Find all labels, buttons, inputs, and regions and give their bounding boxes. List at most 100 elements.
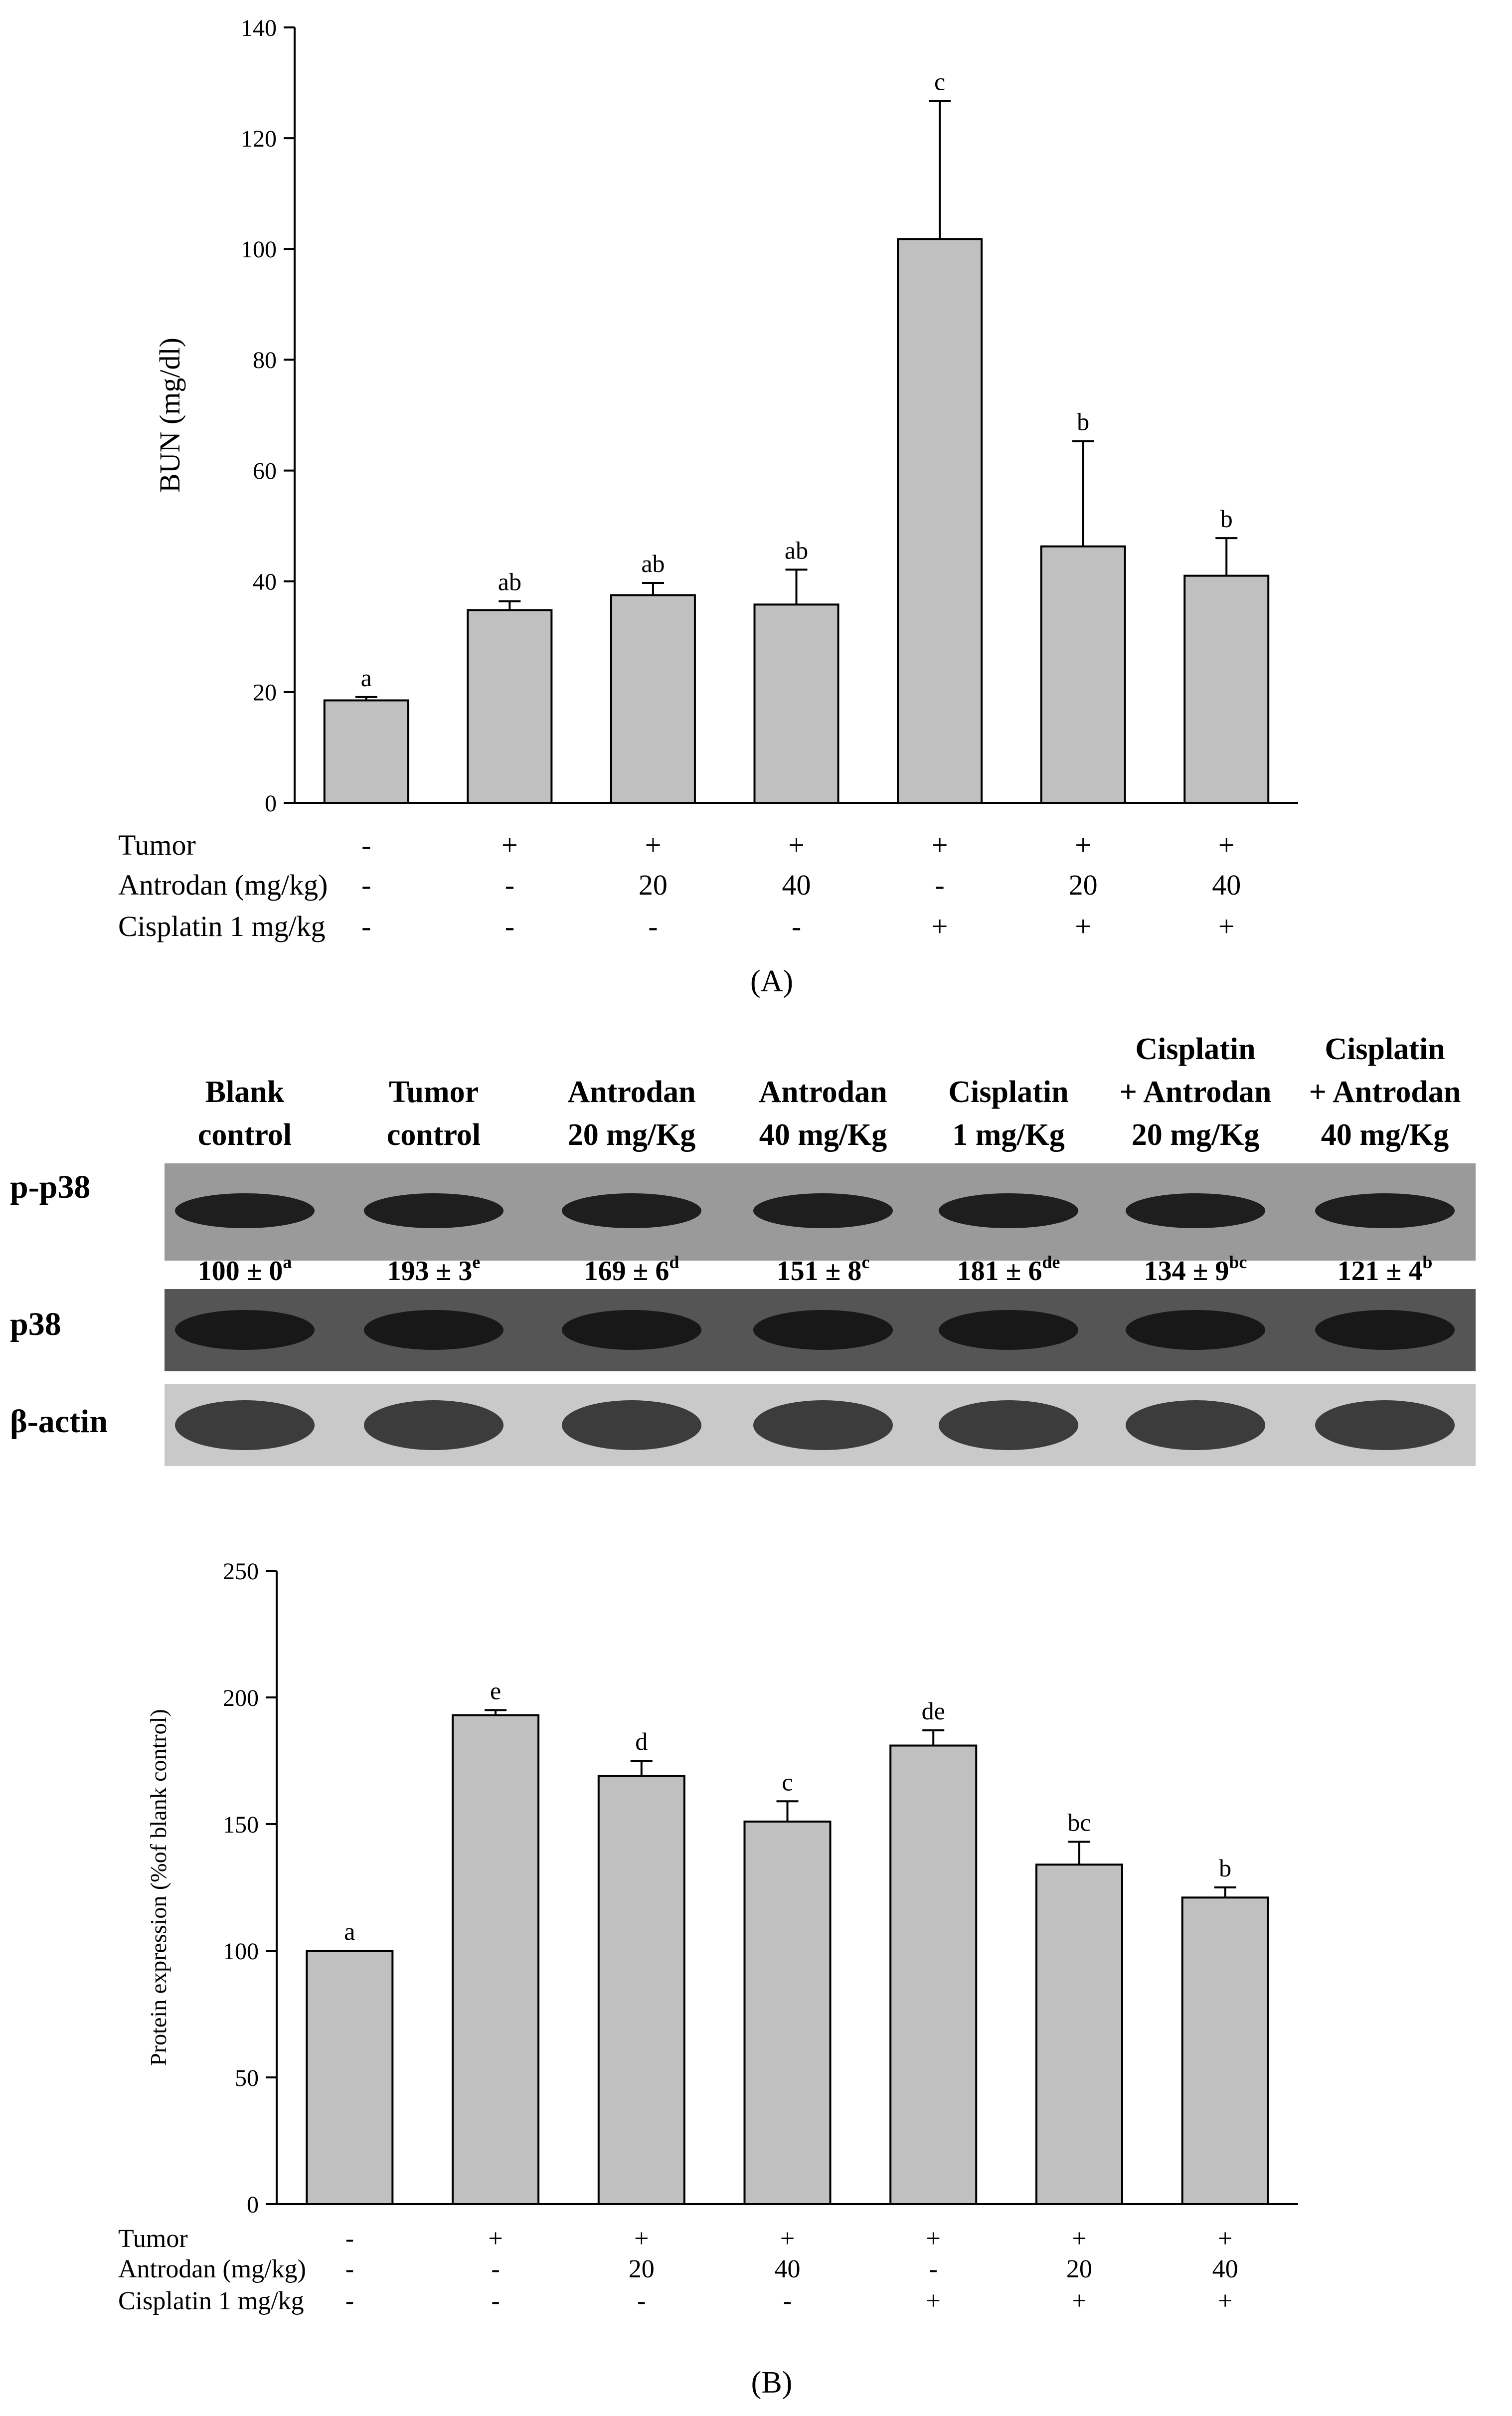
treatment-value: - (935, 869, 944, 901)
panel-label: (B) (751, 2366, 793, 2400)
blot-band (939, 1193, 1078, 1228)
quantification-superscript: d (669, 1252, 679, 1272)
treatment-value: - (648, 910, 658, 942)
y-axis-label: Protein expression (%of blank control) (146, 1709, 171, 2065)
quantification-superscript: a (283, 1252, 292, 1272)
y-tick-label: 250 (223, 1558, 259, 1585)
treatment-value: - (637, 2287, 646, 2315)
blot-band (753, 1400, 893, 1450)
y-tick-label: 0 (247, 2192, 259, 2218)
western-blot: Blank control Tumor control Antrodan 20 mg/Kg… (10, 1032, 1476, 1466)
quantification-number: 169 ± 6 (584, 1256, 670, 1287)
panel-label: (A) (750, 964, 793, 998)
treatment-value: + (932, 829, 948, 861)
quantification-number: 100 ± 0 (198, 1256, 283, 1287)
treatment-value: + (1218, 2287, 1232, 2315)
y-tick-label: 20 (253, 680, 277, 706)
bar (1040, 545, 1126, 804)
quantification-number: 193 ± 3 (387, 1256, 473, 1287)
bar (610, 594, 696, 804)
bar (1183, 574, 1270, 804)
treatment-value: + (926, 2287, 941, 2315)
quantification-superscript: c (861, 1252, 869, 1272)
lane-header: 40 mg/Kg (759, 1118, 887, 1152)
blot-row-label: β-actin (10, 1403, 108, 1440)
significance-letter: c (934, 68, 945, 96)
quantification-superscript: e (472, 1252, 480, 1272)
blot-band (562, 1310, 701, 1350)
significance-letter: ab (641, 550, 665, 577)
significance-letter: b (1219, 1854, 1231, 1882)
treatment-value: + (780, 2225, 795, 2253)
blot-band (562, 1193, 701, 1228)
lane-header: 20 mg/Kg (568, 1118, 696, 1152)
lane-header: 40 mg/Kg (1321, 1118, 1449, 1152)
treatment-value: + (1072, 2225, 1086, 2253)
blot-band (364, 1193, 504, 1228)
treatment-value: 40 (782, 869, 811, 901)
y-tick-label: 60 (253, 458, 277, 484)
quantification-value: 181 ± 6de (957, 1252, 1060, 1287)
treatment-value: 40 (775, 2255, 801, 2283)
blot-band (753, 1193, 893, 1228)
significance-letter: a (344, 1917, 355, 1945)
treatment-value: + (502, 829, 518, 861)
y-tick-label: 140 (241, 15, 277, 41)
blot-band (175, 1310, 315, 1350)
bar (743, 1820, 832, 2205)
y-tick-label: 120 (241, 126, 277, 152)
treatment-value: 20 (629, 2255, 655, 2283)
treatment-value: - (361, 910, 371, 942)
lane-header: + Antrodan (1120, 1075, 1272, 1109)
y-tick-label: 80 (253, 347, 277, 373)
blot-row-label: p38 (10, 1306, 61, 1342)
lane-header: Tumor (389, 1075, 479, 1109)
lane-header: control (387, 1118, 481, 1152)
chart-b: 0 50 100 150 200 250 Protein expression (%of b… (118, 1558, 1298, 2400)
lane-header: + Antrodan (1309, 1075, 1461, 1109)
treatment-value: - (491, 2255, 500, 2283)
blot-band (1126, 1400, 1265, 1450)
blot-band (364, 1310, 504, 1350)
bar (1181, 1896, 1269, 2206)
quantification-superscript: bc (1229, 1252, 1247, 1272)
quantification-number: 151 ± 8 (777, 1256, 862, 1287)
quantification-superscript: de (1042, 1252, 1060, 1272)
significance-letter: a (361, 664, 372, 692)
blot-band (753, 1310, 893, 1350)
bar (597, 1775, 685, 2205)
bar (1035, 1863, 1123, 2205)
lane-header: Cisplatin (1135, 1032, 1255, 1066)
quantification-number: 121 ± 4 (1338, 1256, 1423, 1287)
lane-header: 1 mg/Kg (952, 1118, 1065, 1152)
treatment-value: - (783, 2287, 792, 2315)
treatment-value: + (932, 910, 948, 942)
y-tick-label: 40 (253, 569, 277, 595)
treatment-value: 40 (1212, 2255, 1238, 2283)
quantification-value: 151 ± 8c (777, 1252, 870, 1287)
treatment-value: + (1075, 829, 1091, 861)
significance-letter: b (1077, 408, 1089, 436)
bar (306, 1950, 394, 2205)
significance-letter: ab (785, 536, 808, 564)
blot-band (175, 1400, 315, 1450)
treatment-value: 40 (1212, 869, 1241, 901)
treatment-value: + (1075, 910, 1091, 942)
treatment-value: 20 (639, 869, 668, 901)
treatment-value: + (926, 2225, 941, 2253)
blot-band (562, 1400, 701, 1450)
blot-band (364, 1400, 504, 1450)
quantification-value: 121 ± 4b (1338, 1252, 1433, 1287)
quantification-value: 100 ± 0a (198, 1252, 292, 1287)
lane-header: Antrodan (759, 1075, 887, 1109)
blot-band (1315, 1310, 1455, 1350)
y-tick-label: 200 (223, 1685, 259, 1711)
significance-letter: b (1220, 505, 1233, 533)
treatment-value: - (345, 2225, 354, 2253)
bar (753, 603, 840, 804)
blot-row-label: p-p38 (10, 1169, 90, 1205)
quantification-number: 181 ± 6 (957, 1256, 1042, 1287)
treatment-value: 20 (1066, 2255, 1092, 2283)
treatment-value: - (505, 869, 514, 901)
